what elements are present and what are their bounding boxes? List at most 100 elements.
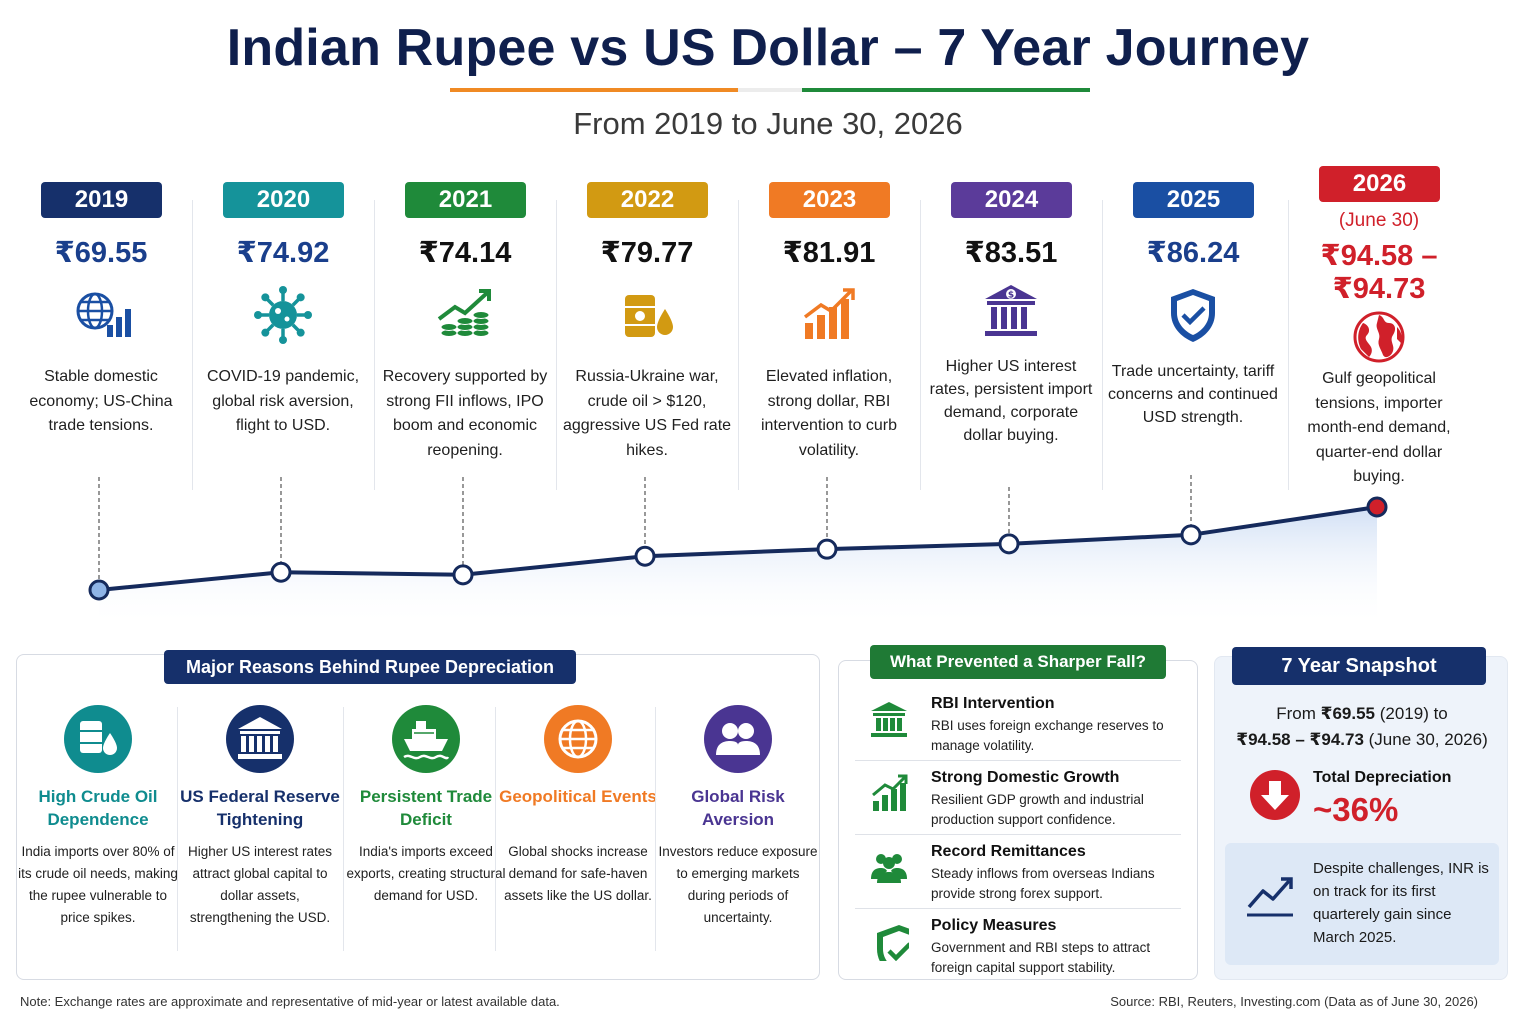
reason-item: Global Risk Aversion Investors reduce exp… bbox=[657, 705, 819, 929]
year-column-2021: 2021 ₹74.14 Recovery supported by strong F… bbox=[374, 165, 556, 485]
snapshot-panel: 7 Year Snapshot From ₹69.55 (2019) to ₹9… bbox=[1214, 647, 1508, 980]
year-column-2020: 2020 ₹74.92 COVID-19 pandemic, global risk… bbox=[192, 165, 374, 485]
year-rate: ₹74.92 bbox=[236, 237, 330, 269]
reason-title: Global Risk Aversion bbox=[691, 787, 785, 829]
year-rate: ₹86.24 bbox=[1146, 237, 1240, 269]
page-subtitle: From 2019 to June 30, 2026 bbox=[573, 106, 963, 141]
year-column-2026: 2026 (June 30) ₹94.58 – ₹94.73 Gulf geopolit… bbox=[1288, 165, 1470, 485]
globe-icon bbox=[544, 705, 612, 773]
earth-icon bbox=[1349, 307, 1409, 367]
cargo-ship-icon bbox=[392, 705, 460, 773]
year-subtitle: (June 30) bbox=[1338, 210, 1420, 231]
footer-source: Source: RBI, Reuters, Investing.com (Dat… bbox=[1110, 994, 1478, 1009]
bar-growth-icon bbox=[799, 285, 859, 345]
prevention-description: Resilient GDP growth and industrial prod… bbox=[931, 792, 1144, 827]
year-badge: 2020 bbox=[223, 182, 344, 218]
footer-note: Note: Exchange rates are approximate and… bbox=[20, 994, 560, 1009]
growth-chart-icon bbox=[872, 774, 908, 811]
reason-divider bbox=[343, 707, 344, 951]
prevention-title: Policy Measures bbox=[931, 917, 1057, 934]
timeline: 2019 ₹69.55 Stable domestic economy; US-Ch… bbox=[10, 165, 1526, 635]
data-point-2022 bbox=[634, 545, 656, 567]
page-title: Indian Rupee vs US Dollar – 7 Year Journ… bbox=[226, 19, 1310, 77]
column-divider bbox=[1288, 200, 1289, 490]
prevention-item: Strong Domestic Growth Resilient GDP grow… bbox=[855, 769, 1185, 841]
reason-description: Global shocks increase demand for safe-h… bbox=[504, 844, 652, 903]
prevention-divider bbox=[855, 908, 1181, 909]
column-divider bbox=[738, 200, 739, 490]
bank-dollar-icon: $ bbox=[981, 281, 1041, 341]
year-description: Russia-Ukraine war, crude oil > $120, ag… bbox=[562, 368, 732, 459]
globe-chart-icon bbox=[71, 285, 131, 345]
trend-up-icon bbox=[1247, 877, 1293, 917]
data-point-2026 bbox=[1366, 496, 1388, 518]
year-badge: 2021 bbox=[405, 182, 526, 218]
reason-description: Investors reduce exposure to emerging ma… bbox=[658, 844, 818, 925]
year-column-2025: 2025 ₹86.24 Trade uncertainty, tariff conc… bbox=[1102, 165, 1284, 485]
reason-item: Geopolitical Events Global shocks increas… bbox=[497, 705, 659, 907]
year-badge: 2025 bbox=[1133, 182, 1254, 218]
data-point-2025 bbox=[1180, 524, 1202, 546]
federal-bank-icon bbox=[226, 705, 294, 773]
column-divider bbox=[920, 200, 921, 490]
prevention-title: Record Remittances bbox=[931, 843, 1086, 860]
prevention-title: Strong Domestic Growth bbox=[931, 769, 1120, 786]
reason-description: India's imports exceed exports, creating… bbox=[346, 844, 506, 903]
shield-check-icon bbox=[877, 925, 909, 961]
prevention-item: Record Remittances Steady inflows from ov… bbox=[855, 843, 1185, 915]
growth-coins-icon bbox=[435, 285, 495, 345]
year-badge: 2019 bbox=[41, 182, 162, 218]
year-description: Recovery supported by strong FII inflows… bbox=[382, 368, 548, 459]
year-rate: ₹81.91 bbox=[782, 237, 876, 269]
data-point-2019 bbox=[88, 579, 110, 601]
people-group-icon bbox=[871, 854, 907, 883]
year-badge: 2024 bbox=[951, 182, 1072, 218]
snapshot-note: Despite challenges, INR is on track for … bbox=[1313, 860, 1489, 946]
data-point-2021 bbox=[452, 564, 474, 586]
prevention-description: RBI uses foreign exchange reserves to ma… bbox=[931, 718, 1164, 753]
people-icon bbox=[704, 705, 772, 773]
snapshot-note-box: Despite challenges, INR is on track for … bbox=[1225, 843, 1499, 965]
year-badge: 2023 bbox=[769, 182, 890, 218]
prevention-title: RBI Intervention bbox=[931, 695, 1055, 712]
year-rate: ₹83.51 bbox=[964, 237, 1058, 269]
year-column-2022: 2022 ₹79.77 Russia-Ukraine war, crude oil … bbox=[556, 165, 738, 485]
snapshot-title: 7 Year Snapshot bbox=[1232, 647, 1486, 685]
year-column-2024: 2024 ₹83.51 $ Higher US interest rates, per… bbox=[920, 165, 1102, 485]
reason-title: Persistent Trade Deficit bbox=[359, 787, 493, 829]
virus-icon bbox=[253, 285, 313, 345]
prevention-description: Government and RBI steps to attract fore… bbox=[931, 940, 1151, 975]
reason-title: Geopolitical Events bbox=[499, 787, 657, 806]
depreciation-label: Total Depreciation bbox=[1313, 769, 1452, 786]
reason-title: US Federal Reserve Tightening bbox=[180, 787, 340, 829]
year-rate: ₹94.58 – bbox=[1320, 240, 1438, 272]
bank-icon bbox=[871, 702, 907, 737]
snapshot-range: From ₹69.55 (2019) to ₹94.58 – ₹94.73 (J… bbox=[1236, 704, 1488, 749]
oil-barrel-icon bbox=[617, 285, 677, 345]
data-point-2024 bbox=[998, 533, 1020, 555]
data-point-2020 bbox=[270, 561, 292, 583]
reason-description: India imports over 80% of its crude oil … bbox=[18, 844, 178, 925]
year-column-2023: 2023 ₹81.91 Elevated inflation, strong dol… bbox=[738, 165, 920, 485]
year-rate: ₹74.14 bbox=[418, 237, 512, 269]
reason-title: High Crude Oil Dependence bbox=[38, 787, 158, 829]
year-rate: ₹79.77 bbox=[600, 237, 694, 269]
title-underline bbox=[450, 88, 1090, 92]
oil-drop-icon bbox=[64, 705, 132, 773]
prevention-item: Policy Measures Government and RBI steps … bbox=[855, 917, 1185, 989]
rate-line-chart bbox=[88, 475, 1388, 627]
year-rate: ₹69.55 bbox=[54, 237, 148, 269]
prevented-panel: What Prevented a Sharper Fall? RBI Inter… bbox=[838, 645, 1198, 980]
prevention-description: Steady inflows from overseas Indians pro… bbox=[931, 866, 1155, 901]
year-description: Trade uncertainty, tariff concerns and c… bbox=[1108, 363, 1278, 426]
depreciation-value: ~36% bbox=[1313, 791, 1399, 828]
column-divider bbox=[374, 200, 375, 490]
column-divider bbox=[556, 200, 557, 490]
prevention-divider bbox=[855, 834, 1181, 835]
data-point-2023 bbox=[816, 538, 838, 560]
svg-text:$: $ bbox=[1008, 291, 1014, 301]
reason-item: Persistent Trade Deficit India's imports … bbox=[345, 705, 507, 907]
reasons-panel: Major Reasons Behind Rupee Depreciation … bbox=[16, 650, 820, 980]
year-rate-upper: ₹94.73 bbox=[1332, 273, 1426, 305]
year-badge: 2026 bbox=[1319, 166, 1440, 202]
